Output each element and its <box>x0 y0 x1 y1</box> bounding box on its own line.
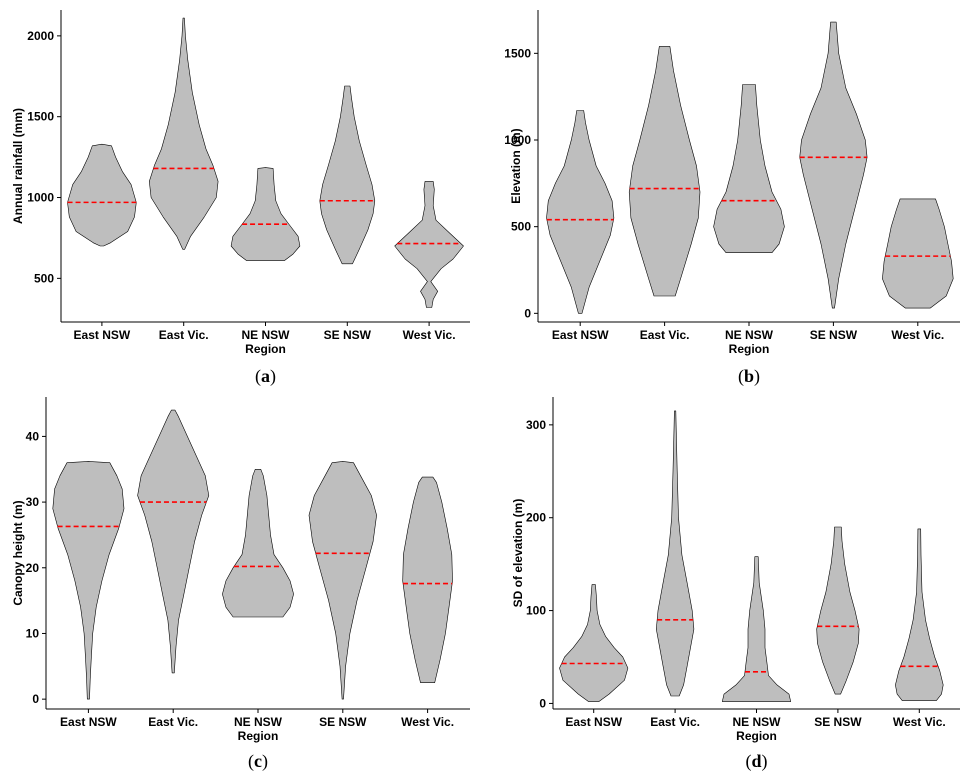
y-axis-title: SD of elevation (m) <box>511 499 525 608</box>
violin-se-nsw <box>319 85 376 265</box>
x-tick-label: East NSW <box>565 715 622 729</box>
panel-label: (d) <box>745 751 767 772</box>
y-axis-title: Annual rainfall (mm) <box>11 108 25 224</box>
x-tick-label: West Vic. <box>403 328 456 342</box>
y-tick-label: 300 <box>526 418 546 432</box>
x-tick-label: NE NSW <box>234 715 283 729</box>
x-tick-label: East Vic. <box>148 715 198 729</box>
y-axis-title: Canopy height (m) <box>11 500 25 605</box>
violin-east-vic <box>149 17 219 250</box>
y-axis-title: Elevation (m) <box>509 128 523 203</box>
x-tick-label: SE NSW <box>319 715 367 729</box>
y-tick-label: 1500 <box>27 110 54 124</box>
x-tick-label: NE NSW <box>725 328 774 342</box>
violin-east-vic <box>656 410 695 697</box>
violin-east-nsw <box>559 584 629 702</box>
y-tick-label: 1500 <box>504 46 531 60</box>
violin-west-vic <box>895 528 944 701</box>
x-tick-label: East NSW <box>552 328 609 342</box>
x-tick-label: West Vic. <box>401 715 454 729</box>
x-tick-label: SE NSW <box>324 328 372 342</box>
x-axis-title: Region <box>736 729 777 743</box>
violin-west-vic <box>394 181 464 308</box>
y-tick-label: 40 <box>26 429 40 443</box>
y-tick-label: 0 <box>524 306 531 320</box>
y-tick-label: 500 <box>511 220 531 234</box>
y-tick-label: 20 <box>26 561 40 575</box>
y-tick-label: 0 <box>539 696 546 710</box>
panel-c: 0 10 20 30 40 East NSW East Vic. NE NSW SE NSW We… <box>11 397 470 772</box>
violin-ne-nsw <box>713 84 785 253</box>
y-tick-label: 200 <box>526 511 546 525</box>
violin-east-vic <box>137 409 210 674</box>
x-tick-label: East Vic. <box>650 715 700 729</box>
y-tick-label: 500 <box>34 271 54 285</box>
y-tick-label: 10 <box>26 626 40 640</box>
x-tick-label: West Vic. <box>893 715 946 729</box>
violin-ne-nsw <box>222 469 294 618</box>
panel-d: 0 100 200 300 East NSW East Vic. NE NSW SE NSW W… <box>511 397 960 772</box>
violin-east-nsw <box>546 110 615 314</box>
x-tick-label: SE NSW <box>814 715 862 729</box>
x-tick-label: East Vic. <box>640 328 690 342</box>
panel-label: (c) <box>248 751 268 772</box>
panel-label: (b) <box>738 366 760 387</box>
x-axis-title: Region <box>245 342 286 356</box>
y-tick-label: 1000 <box>27 191 54 205</box>
violin-ne-nsw <box>722 556 791 702</box>
violin-east-nsw <box>52 461 125 700</box>
x-tick-label: SE NSW <box>810 328 858 342</box>
x-tick-label: East NSW <box>74 328 131 342</box>
y-tick-label: 100 <box>526 604 546 618</box>
panel-a: 500 1000 1500 2000 East NSW East Vic. NE NSW SE… <box>11 10 470 387</box>
x-axis-title: Region <box>729 342 770 356</box>
panel-label: (a) <box>255 366 276 387</box>
x-axis-title: Region <box>238 729 279 743</box>
violin-se-nsw <box>799 21 868 309</box>
violin-ne-nsw <box>230 167 301 261</box>
x-tick-label: East Vic. <box>159 328 209 342</box>
panel-b: 0 500 1000 1500 East NSW East Vic. NE NSW SE NS… <box>504 10 960 387</box>
x-tick-label: NE NSW <box>733 715 782 729</box>
violin-west-vic <box>402 476 453 683</box>
y-tick-label: 1000 <box>504 133 531 147</box>
x-tick-label: East NSW <box>60 715 117 729</box>
y-tick-label: 30 <box>26 495 40 509</box>
x-tick-label: NE NSW <box>242 328 291 342</box>
x-tick-label: West Vic. <box>891 328 944 342</box>
violin-se-nsw <box>308 461 377 700</box>
violin-east-vic <box>628 46 701 297</box>
violin-se-nsw <box>816 526 860 695</box>
y-tick-label: 0 <box>32 692 39 706</box>
y-tick-label: 2000 <box>27 29 54 43</box>
violin-east-nsw <box>67 143 137 247</box>
violin-west-vic <box>882 198 954 309</box>
